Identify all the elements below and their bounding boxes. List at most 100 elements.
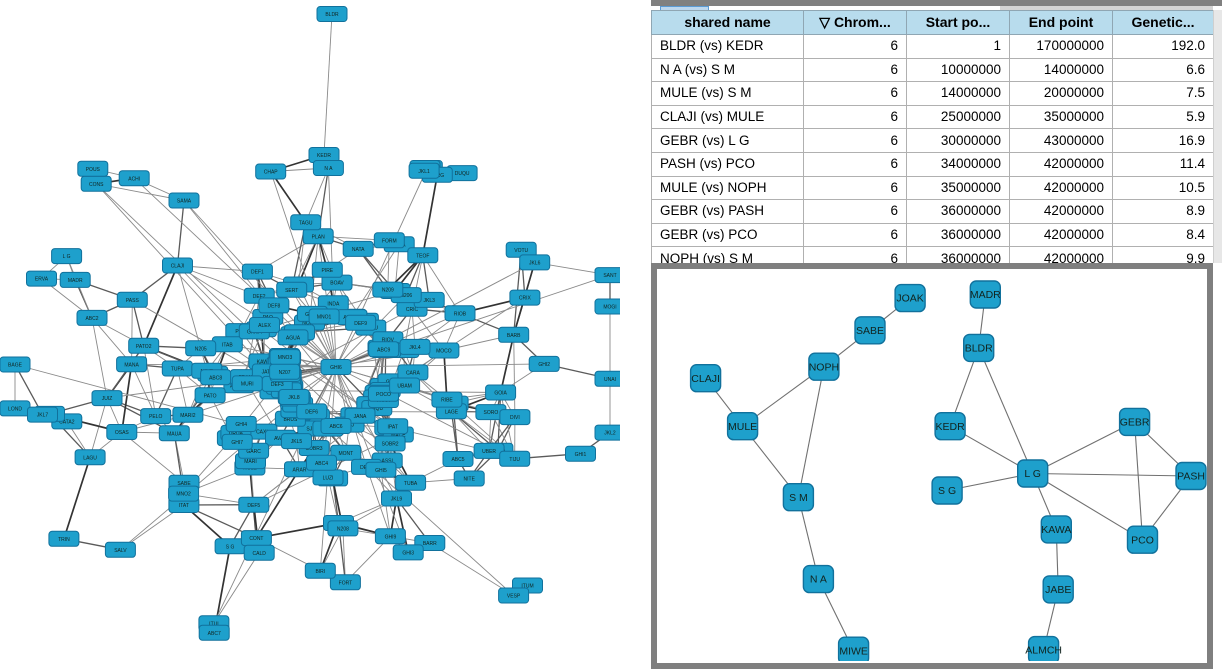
svg-text:S M: S M [789,492,808,504]
svg-text:JKL7: JKL7 [37,413,49,419]
svg-text:UNAI: UNAI [604,377,616,383]
svg-text:PASS: PASS [126,298,140,304]
svg-text:MNO3: MNO3 [278,355,293,361]
svg-text:PATO: PATO [204,393,217,399]
svg-text:ERVA: ERVA [35,277,49,283]
svg-text:PELO: PELO [149,414,162,420]
svg-text:GHI9: GHI9 [385,534,397,540]
svg-text:TAGU: TAGU [299,220,313,226]
svg-text:JKL5: JKL5 [291,439,303,445]
svg-text:JANA: JANA [354,414,367,420]
svg-text:S G: S G [938,485,956,497]
svg-text:NOPH: NOPH [809,361,839,373]
svg-text:MARI: MARI [244,459,257,465]
svg-text:SABE: SABE [856,325,884,337]
svg-text:MADR: MADR [68,278,83,284]
svg-text:BAGE: BAGE [8,363,23,369]
svg-text:GHI2: GHI2 [538,362,550,368]
svg-text:DEF9: DEF9 [354,321,367,327]
svg-text:SAMA: SAMA [177,199,192,205]
svg-text:PIRE: PIRE [321,268,333,274]
svg-text:ABC6: ABC6 [329,424,342,430]
svg-text:SOBR2: SOBR2 [382,442,399,448]
svg-text:ITAB: ITAB [222,342,233,348]
svg-text:ABC2: ABC2 [85,316,98,322]
svg-text:INDA: INDA [327,301,340,307]
svg-text:ARAR: ARAR [293,467,307,473]
svg-text:RIBE: RIBE [441,398,453,404]
svg-text:LAGU: LAGU [83,455,97,461]
svg-text:ACHI: ACHI [128,176,140,182]
svg-text:SALV: SALV [114,548,127,554]
svg-text:DEF8: DEF8 [268,304,281,310]
svg-text:PATO2: PATO2 [136,344,152,350]
svg-text:ABC5: ABC5 [451,457,464,463]
svg-text:MARI2: MARI2 [180,413,196,419]
svg-text:JKL4: JKL4 [409,345,421,351]
svg-text:TRIN: TRIN [58,537,70,543]
svg-text:JKL9: JKL9 [391,497,403,503]
svg-text:GHI3: GHI3 [402,551,414,557]
svg-text:GHI6: GHI6 [330,365,342,371]
svg-text:BARR: BARR [423,541,437,547]
svg-text:FORM: FORM [382,238,397,244]
svg-text:GHI7: GHI7 [231,440,243,446]
svg-text:CALD: CALD [253,551,267,557]
svg-text:MIWE: MIWE [839,645,868,657]
svg-text:N A: N A [324,166,333,172]
svg-text:TIJU: TIJU [509,457,520,463]
svg-text:MADR: MADR [970,289,1001,301]
svg-text:ABC4: ABC4 [315,461,328,467]
svg-text:MOGI: MOGI [603,305,616,311]
svg-text:UBER: UBER [482,449,496,455]
svg-text:JKL2: JKL2 [604,431,616,437]
svg-text:LOND: LOND [8,407,22,413]
svg-text:N A: N A [810,574,827,586]
svg-text:DEF3: DEF3 [271,382,284,388]
svg-text:JKL1: JKL1 [418,169,430,175]
svg-text:SORO: SORO [484,410,499,416]
svg-text:PLAN: PLAN [312,234,325,240]
svg-text:JUIZ: JUIZ [102,396,113,402]
svg-text:DEF6: DEF6 [305,410,318,416]
svg-text:BARB: BARB [507,333,521,339]
svg-text:DUQU: DUQU [455,171,470,177]
svg-text:MULE: MULE [728,421,757,433]
svg-text:MNO2: MNO2 [176,492,191,498]
svg-text:CLAJI: CLAJI [691,373,720,385]
svg-text:ALMCH: ALMCH [1025,645,1062,657]
svg-text:ITAT: ITAT [179,503,189,509]
svg-text:LUZI: LUZI [323,476,334,482]
svg-text:JKL8: JKL8 [288,395,300,401]
svg-text:RIOB: RIOB [454,311,467,317]
svg-text:GHI5: GHI5 [375,468,387,474]
svg-text:CRIX: CRIX [519,296,532,302]
svg-text:PASH: PASH [1177,471,1205,483]
svg-text:BOAV: BOAV [330,281,344,287]
svg-text:DEF1: DEF1 [251,270,264,276]
svg-text:KEDR: KEDR [317,153,331,159]
svg-text:CONS: CONS [89,182,104,188]
svg-text:MOCO: MOCO [436,349,452,355]
svg-text:ABC8: ABC8 [209,375,222,381]
svg-text:UBAM: UBAM [397,384,411,390]
svg-text:MAUA: MAUA [167,431,182,437]
svg-text:NITE: NITE [464,477,476,483]
svg-text:GEBR: GEBR [1120,417,1150,429]
svg-text:S G: S G [226,544,235,550]
svg-text:ALEX: ALEX [258,323,271,329]
svg-text:TUBA: TUBA [404,481,418,487]
svg-text:MURI: MURI [241,382,254,388]
svg-text:KAWA: KAWA [1041,524,1071,536]
svg-text:BIRI: BIRI [315,569,325,575]
svg-text:L G: L G [1024,468,1041,480]
svg-text:POCO: POCO [376,392,391,398]
svg-text:BLDR: BLDR [325,12,339,18]
svg-text:POUS: POUS [86,167,101,173]
svg-text:JABE: JABE [1045,584,1071,596]
svg-text:N208: N208 [337,527,349,533]
svg-text:SERT: SERT [285,288,298,294]
svg-text:MNO1: MNO1 [317,315,332,321]
svg-text:TEOF: TEOF [416,253,429,259]
svg-text:JKL6: JKL6 [529,261,541,267]
